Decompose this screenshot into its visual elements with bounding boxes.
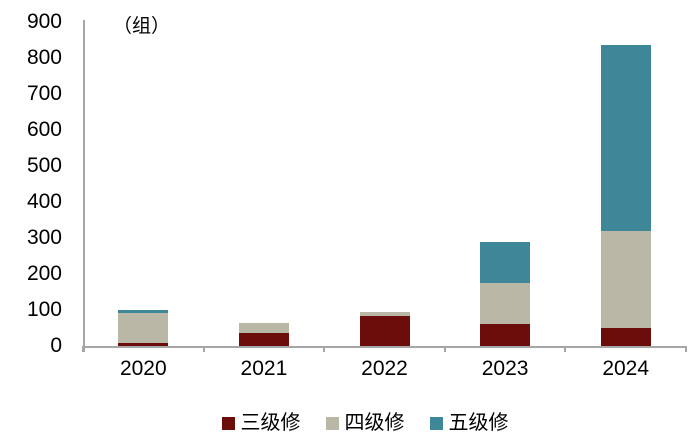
x-axis-label: 2022: [361, 357, 408, 380]
x-axis-tick: [443, 346, 446, 352]
plot-area: 0 100 200 300 400 500 600 700 800 900 2020 2021 2022…: [26, 0, 687, 380]
bar-stack: [118, 0, 169, 346]
x-axis-label: 2021: [240, 357, 288, 380]
legend-item: 三级修: [221, 411, 301, 435]
bar-stack: [359, 0, 410, 346]
bar-segment: [480, 242, 531, 283]
legend-label: 四级修: [344, 412, 405, 434]
bar-segment: [600, 230, 651, 328]
bar-segment: [359, 316, 410, 346]
bar-segment: [480, 282, 531, 325]
bar-stack: [600, 0, 651, 346]
y-axis-tick-label: 300: [26, 226, 62, 249]
legend-label: 三级修: [240, 412, 301, 434]
x-axis-tick: [202, 346, 205, 352]
x-axis-label: 2024: [602, 357, 650, 380]
y-axis-tick-label: 0: [50, 334, 62, 357]
legend-swatch-icon: [325, 416, 339, 430]
bar-stack: [480, 0, 531, 346]
bar-segment: [238, 333, 289, 346]
bar-segment: [238, 323, 289, 334]
y-axis-tick-label: 800: [26, 46, 62, 69]
legend: 三级修 四级修 五级修: [15, 411, 700, 435]
y-axis-tick-label: 200: [26, 262, 62, 285]
bar-segment: [118, 343, 169, 346]
x-axis-tick: [82, 346, 84, 352]
legend-label: 五级修: [448, 412, 509, 434]
y-axis-unit-label: （组）: [113, 16, 171, 37]
x-axis-line: [83, 346, 686, 348]
legend-item: 四级修: [325, 411, 405, 435]
x-axis-tick: [685, 346, 687, 352]
y-axis-tick-label: 600: [26, 118, 62, 141]
y-axis-tick-label: 400: [26, 190, 62, 213]
y-axis-tick-label: 900: [26, 10, 62, 33]
bar-segment: [118, 312, 169, 344]
bar-stack: [238, 0, 289, 346]
x-axis-tick: [564, 346, 567, 352]
x-axis-label: 2023: [481, 357, 529, 380]
y-axis-tick-label: 500: [26, 154, 62, 177]
y-axis-tick-label: 700: [26, 82, 62, 105]
legend-item: 五级修: [429, 411, 509, 435]
legend-swatch-icon: [221, 416, 235, 430]
bar-segment: [359, 312, 410, 317]
legend-swatch-icon: [429, 416, 443, 430]
y-axis-line: [83, 20, 85, 352]
bar-segment: [600, 328, 651, 346]
bar-segment: [118, 310, 169, 313]
bar-segment: [600, 45, 651, 231]
bar-segment: [480, 324, 531, 346]
y-axis-tick-label: 100: [26, 298, 62, 321]
x-axis-tick: [323, 346, 326, 352]
x-axis-label: 2020: [119, 357, 167, 380]
